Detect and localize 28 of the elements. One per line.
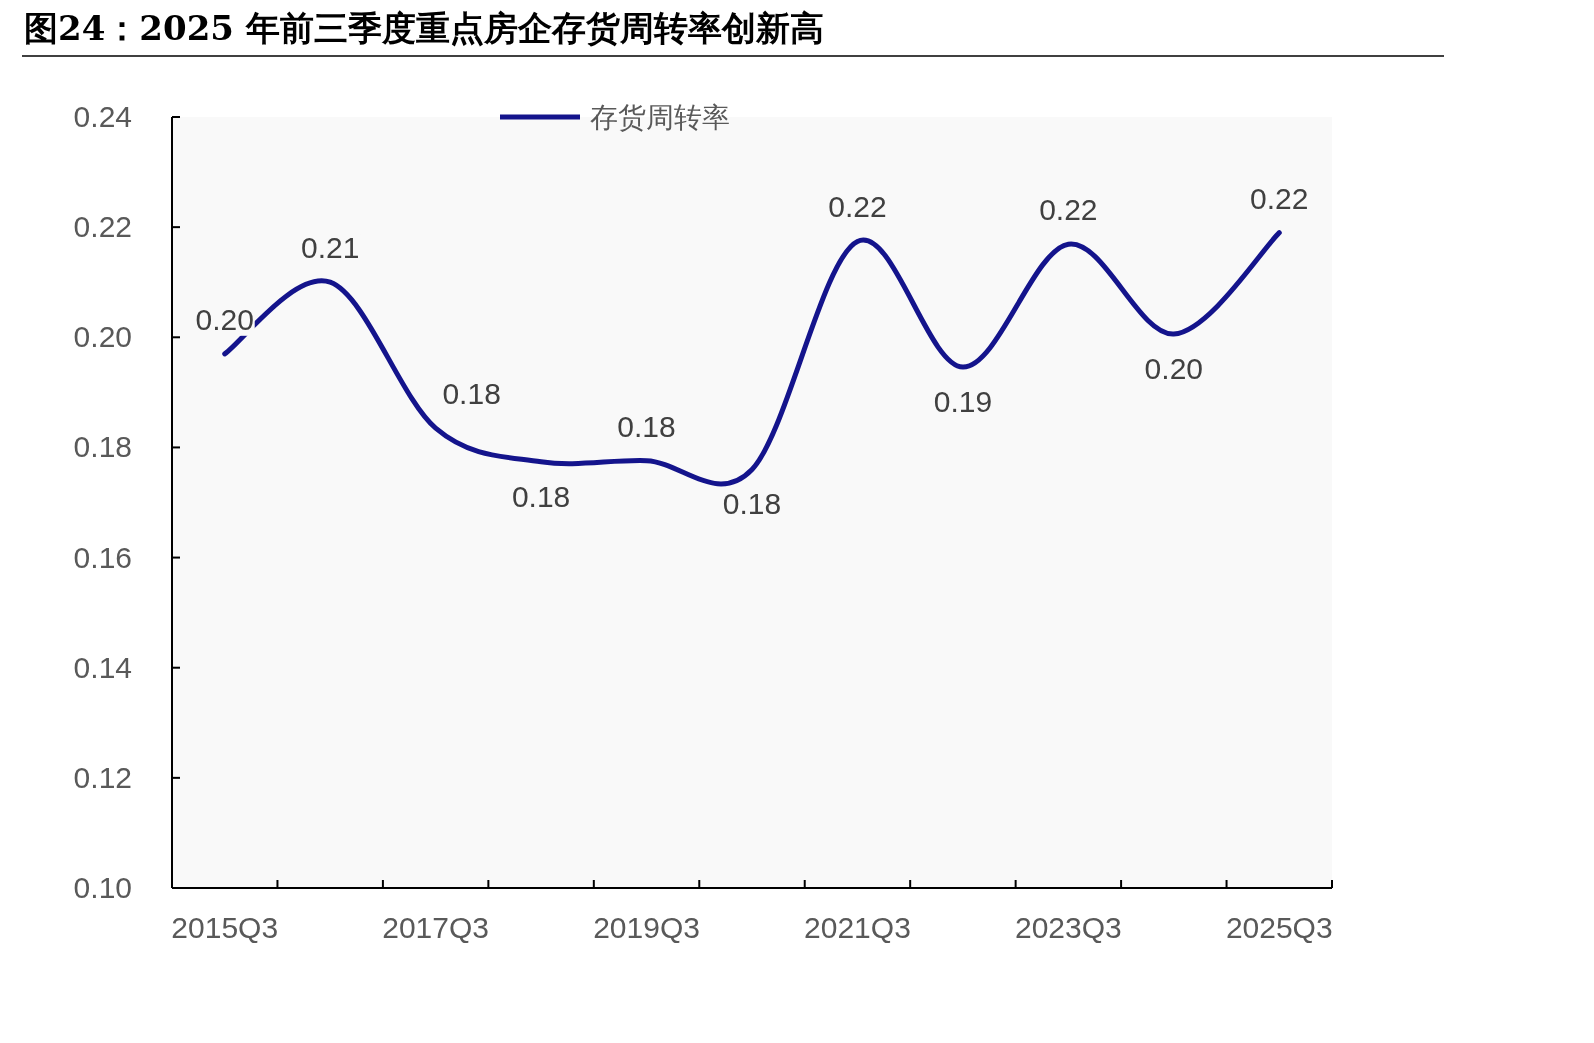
data-label: 0.18 xyxy=(722,487,782,521)
y-tick-label: 0.12 xyxy=(73,760,132,794)
x-tick-label: 2023Q3 xyxy=(1014,911,1122,944)
y-tick-label: 0.24 xyxy=(73,100,132,133)
chart-title: 图24：2025 年前三季度重点房企存货周转率创新高 xyxy=(24,8,824,48)
data-label: 0.21 xyxy=(300,231,360,265)
legend-label: 存货周转率 xyxy=(590,101,730,134)
data-label: 0.22 xyxy=(1039,193,1098,227)
x-tick-label: 2021Q3 xyxy=(804,911,911,944)
y-tick-label: 0.10 xyxy=(73,871,132,904)
data-label: 0.20 xyxy=(195,302,254,336)
y-tick-label: 0.14 xyxy=(73,650,132,684)
legend: 存货周转率 xyxy=(500,101,730,134)
x-tick-label: 2015Q3 xyxy=(171,911,279,944)
data-label: 0.20 xyxy=(1144,351,1204,385)
x-tick-label: 2019Q3 xyxy=(593,911,700,944)
y-tick-label: 0.16 xyxy=(73,540,132,574)
data-label: 0.22 xyxy=(828,190,887,224)
data-label: 0.22 xyxy=(1250,181,1309,215)
data-label: 0.19 xyxy=(933,385,993,419)
data-label: 0.18 xyxy=(617,409,676,443)
y-tick-label: 0.22 xyxy=(73,210,132,244)
data-label: 0.18 xyxy=(442,377,501,411)
x-tick-label: 2025Q3 xyxy=(1225,911,1333,944)
y-tick-label: 0.20 xyxy=(73,320,132,354)
x-tick-label: 2017Q3 xyxy=(382,911,490,944)
data-label: 0.18 xyxy=(511,479,571,513)
y-tick-label: 0.18 xyxy=(73,430,132,464)
